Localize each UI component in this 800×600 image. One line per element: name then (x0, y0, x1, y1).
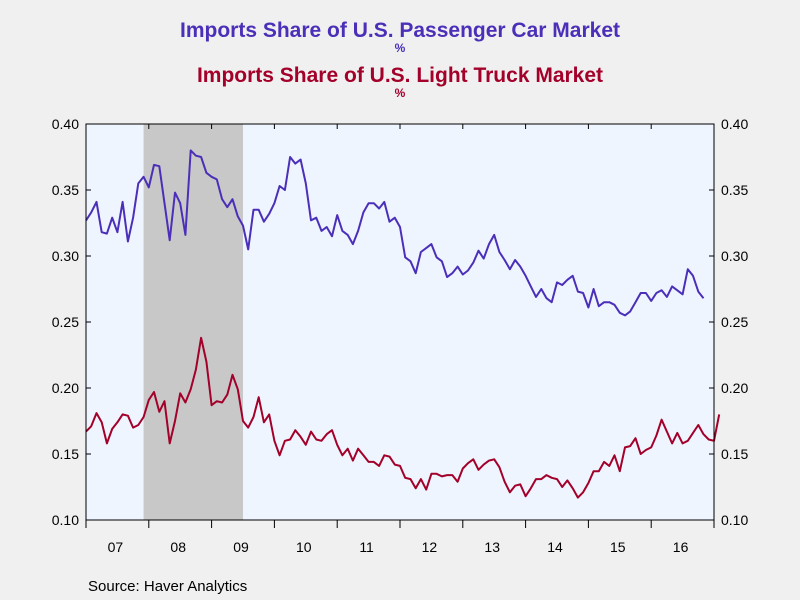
y-tick-label-right: 0.30 (721, 248, 748, 264)
x-tick-label: 12 (422, 539, 438, 555)
x-tick-label: 09 (233, 539, 249, 555)
x-tick-label: 14 (547, 539, 563, 555)
y-tick-label-left: 0.40 (52, 116, 79, 132)
series-line-car (85, 149, 705, 317)
y-tick-label-right: 0.25 (721, 314, 748, 330)
y-tick-label-left: 0.15 (52, 446, 79, 462)
y-tick-label-right: 0.40 (721, 116, 748, 132)
x-tick-label: 08 (170, 539, 186, 555)
x-tick-label: 10 (296, 539, 312, 555)
x-tick-label: 07 (108, 539, 124, 555)
y-tick-label-right: 0.35 (721, 182, 748, 198)
x-tick-label: 11 (359, 539, 374, 555)
chart-title-truck: Imports Share of U.S. Light Truck Market (196, 64, 604, 87)
y-tick-label-left: 0.35 (52, 182, 79, 198)
source-note: Source: Haver Analytics (88, 578, 248, 595)
y-tick-label-left: 0.10 (52, 512, 79, 528)
x-tick-label: 16 (673, 539, 689, 555)
x-tick-label: 13 (484, 539, 500, 555)
y-tick-label-left: 0.30 (52, 248, 79, 264)
x-tick-label: 15 (610, 539, 626, 555)
chart-title-car: Imports Share of U.S. Passenger Car Mark… (180, 19, 620, 42)
y-tick-label-left: 0.20 (52, 380, 79, 396)
series-line-truck (85, 336, 721, 499)
y-tick-label-right: 0.20 (721, 380, 748, 396)
chart-unit-car: % (394, 41, 406, 55)
y-tick-label-right: 0.10 (721, 512, 748, 528)
chart-unit-truck: % (394, 86, 406, 100)
y-tick-label-right: 0.15 (721, 446, 748, 462)
recession-band (143, 124, 243, 520)
y-tick-label-left: 0.25 (52, 314, 79, 330)
